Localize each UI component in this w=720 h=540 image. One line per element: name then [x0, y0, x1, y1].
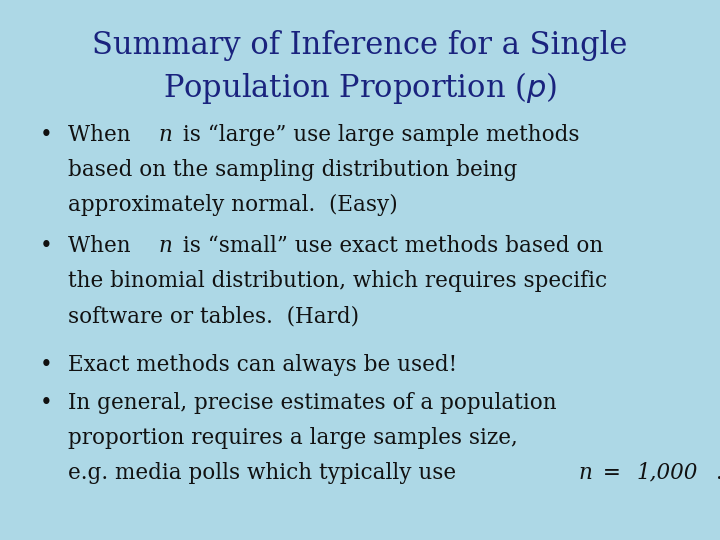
Text: •: • — [40, 354, 53, 376]
Text: •: • — [40, 235, 53, 257]
Text: is “large” use large sample methods: is “large” use large sample methods — [176, 124, 580, 146]
Text: is “small” use exact methods based on: is “small” use exact methods based on — [176, 235, 603, 257]
Text: e.g. media polls which typically use: e.g. media polls which typically use — [68, 462, 464, 484]
Text: •: • — [40, 124, 53, 146]
Text: proportion requires a large samples size,: proportion requires a large samples size… — [68, 427, 518, 449]
Text: Population Proportion ($\it{p}$): Population Proportion ($\it{p}$) — [163, 70, 557, 106]
Text: software or tables.  (Hard): software or tables. (Hard) — [68, 305, 359, 327]
Text: 1,000: 1,000 — [637, 462, 698, 484]
Text: .: . — [716, 462, 720, 484]
Text: the binomial distribution, which requires specific: the binomial distribution, which require… — [68, 270, 608, 292]
Text: n: n — [578, 462, 592, 484]
Text: based on the sampling distribution being: based on the sampling distribution being — [68, 159, 518, 181]
Text: When: When — [68, 235, 138, 257]
Text: Exact methods can always be used!: Exact methods can always be used! — [68, 354, 457, 376]
Text: When: When — [68, 124, 138, 146]
Text: =: = — [596, 462, 628, 484]
Text: Summary of Inference for a Single: Summary of Inference for a Single — [92, 30, 628, 60]
Text: n: n — [158, 235, 172, 257]
Text: n: n — [158, 124, 172, 146]
Text: •: • — [40, 392, 53, 414]
Text: approximately normal.  (Easy): approximately normal. (Easy) — [68, 194, 398, 217]
Text: In general, precise estimates of a population: In general, precise estimates of a popul… — [68, 392, 557, 414]
